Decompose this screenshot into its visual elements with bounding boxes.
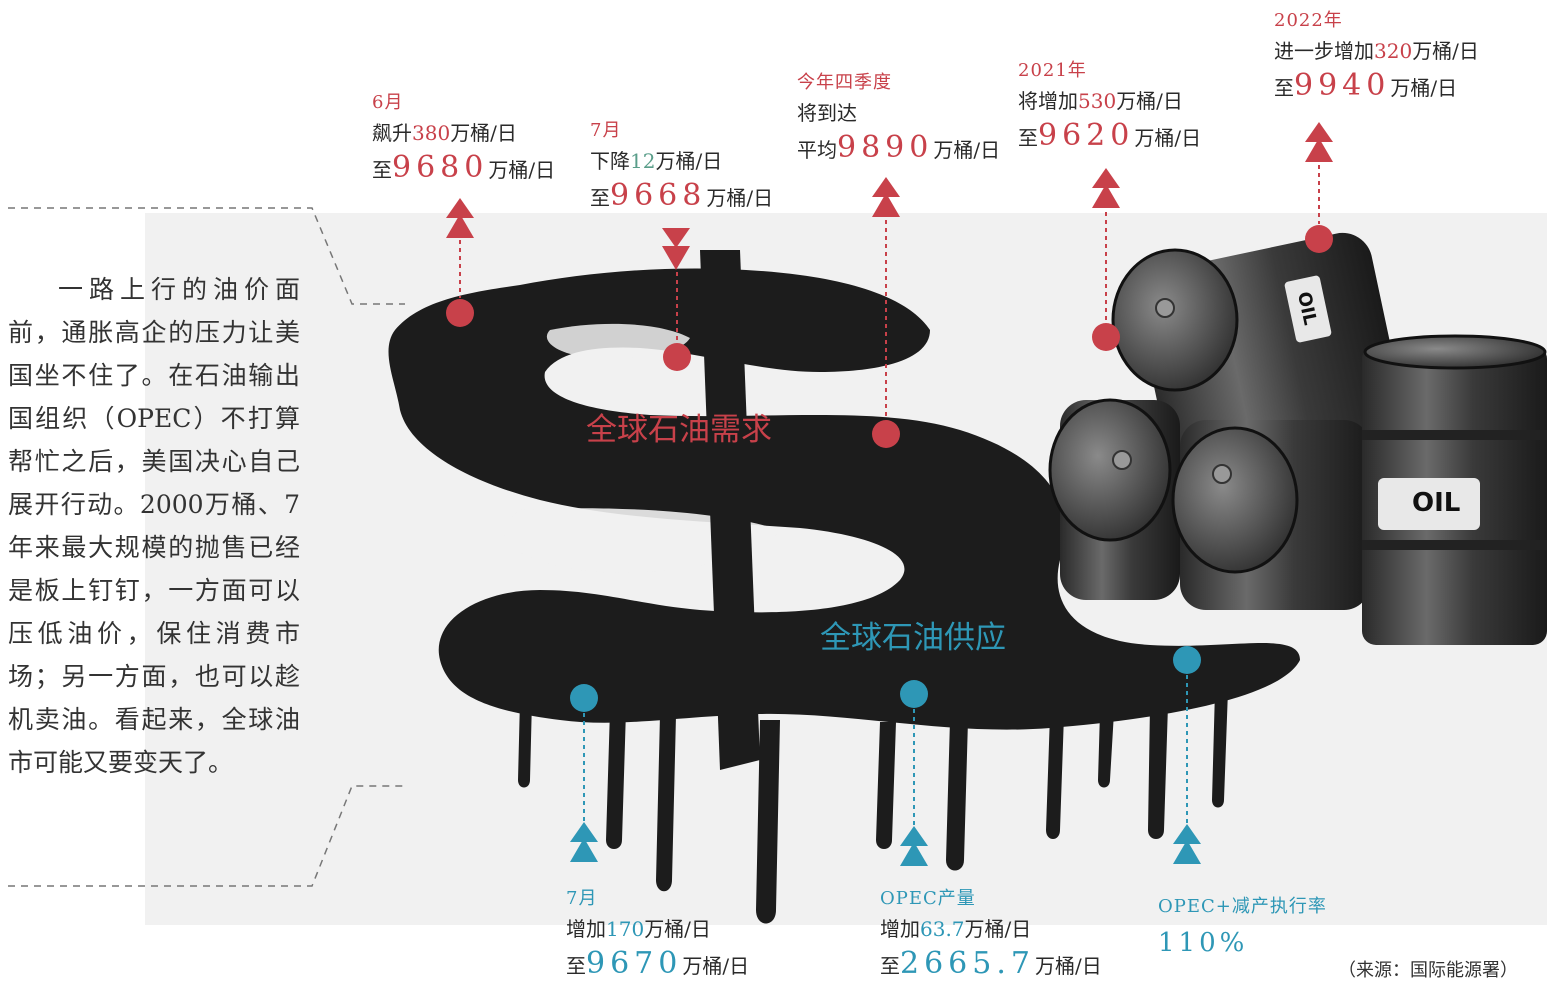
barrel-middle — [1171, 420, 1370, 610]
demand-title: 全球石油需求 — [586, 412, 772, 448]
callout-line1: 将增加530万桶/日 — [1018, 89, 1183, 113]
demand-callout-q4: 今年四季度 将到达 平均9890万桶/日 — [797, 68, 1000, 165]
callout-line1: 下降12万桶/日 — [590, 149, 723, 173]
callout-value: 110% — [1158, 928, 1249, 958]
demand-marker-q4 — [872, 177, 900, 448]
callout-line2: 至9670万桶/日 — [566, 946, 750, 981]
supply-marker-opec — [900, 680, 928, 866]
callout-line2: 至9940万桶/日 — [1274, 68, 1458, 103]
oil-barrels — [1048, 232, 1547, 645]
callout-line1: 飙升380万桶/日 — [372, 121, 517, 145]
supply-marker-jul — [570, 684, 598, 862]
barrel-right — [1362, 334, 1547, 645]
callout-line1: 进一步增加320万桶/日 — [1274, 39, 1479, 63]
callout-period: 今年四季度 — [797, 72, 892, 93]
supply-callout-jul: 7月 增加170万桶/日 至9670万桶/日 — [566, 884, 749, 981]
demand-marker-jun — [446, 198, 474, 327]
oil-dollar-spill — [388, 250, 1300, 924]
supply-callout-opec-plus: OPEC+减产执行率 110% — [1158, 892, 1327, 958]
demand-marker-2021 — [1092, 168, 1120, 351]
demand-callout-2021: 2021年 将增加530万桶/日 至9620万桶/日 — [1018, 56, 1201, 153]
callout-period: 7月 — [590, 120, 622, 141]
callout-period: 2022年 — [1274, 10, 1343, 31]
article-paragraph: 一路上行的油价面前，通胀高企的压力让美国坐不住了。在石油输出国组织（OPEC）不… — [8, 275, 300, 777]
demand-marker-jul — [662, 228, 691, 371]
callout-line1: 将到达 — [797, 101, 857, 125]
callout-period: OPEC产量 — [880, 888, 976, 909]
callout-period: OPEC+减产执行率 — [1158, 896, 1327, 917]
supply-markers — [570, 646, 1201, 866]
callout-period: 7月 — [566, 888, 598, 909]
supply-marker-opec-plus — [1173, 646, 1201, 864]
callout-line2: 至9680万桶/日 — [372, 150, 556, 185]
demand-marker-2022 — [1305, 122, 1333, 253]
callout-line2: 平均9890万桶/日 — [797, 130, 1001, 165]
barrel-label-front: OIL — [1412, 488, 1461, 518]
demand-callout-jun: 6月 飙升380万桶/日 至9680万桶/日 — [372, 88, 555, 185]
callout-period: 2021年 — [1018, 60, 1087, 81]
demand-markers — [446, 122, 1333, 448]
supply-title: 全球石油供应 — [820, 620, 1006, 656]
demand-callout-2022: 2022年 进一步增加320万桶/日 至9940万桶/日 — [1274, 6, 1479, 103]
source-note: （来源：国际能源署） — [1338, 960, 1518, 981]
callout-line1: 增加170万桶/日 — [566, 917, 711, 941]
barrel-left — [1048, 398, 1180, 600]
callout-period: 6月 — [372, 92, 404, 113]
callout-line1: 增加63.7万桶/日 — [880, 917, 1032, 941]
article-frame-lines — [8, 207, 405, 887]
callout-line2: 至9668万桶/日 — [590, 178, 774, 213]
barrel-back — [1111, 232, 1404, 478]
callout-line2: 至9620万桶/日 — [1018, 118, 1202, 153]
supply-callout-opec: OPEC产量 增加63.7万桶/日 至2665.7万桶/日 — [880, 884, 1102, 981]
demand-callout-jul: 7月 下降12万桶/日 至9668万桶/日 — [590, 116, 773, 213]
article-text: 一路上行的油价面前，通胀高企的压力让美国坐不住了。在石油输出国组织（OPEC）不… — [8, 268, 300, 784]
callout-line2: 至2665.7万桶/日 — [880, 946, 1102, 981]
